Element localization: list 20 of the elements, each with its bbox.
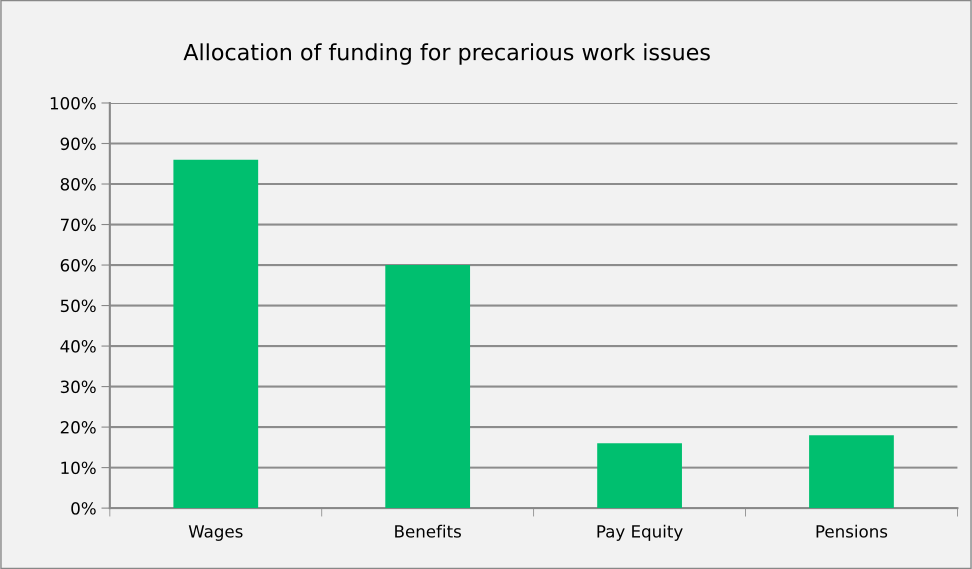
y-tick-label: 30% bbox=[60, 380, 96, 394]
y-tick-label: 50% bbox=[60, 300, 96, 312]
bar bbox=[597, 443, 682, 508]
x-tick-label: Wages bbox=[188, 525, 243, 541]
bar bbox=[809, 435, 894, 508]
x-tick-label: Pay Equity bbox=[598, 524, 683, 541]
chart-title: Allocation of funding for precarious work issues bbox=[183, 43, 710, 65]
bar bbox=[173, 160, 258, 508]
x-tick-label: Pensions bbox=[816, 524, 888, 538]
y-tick-label: 90% bbox=[60, 137, 96, 150]
y-tick-label: 60% bbox=[60, 259, 96, 272]
y-tick-label: 40% bbox=[60, 340, 96, 353]
y-tick-label: 20% bbox=[60, 421, 96, 434]
y-tick-label: 0% bbox=[71, 502, 96, 515]
bar bbox=[385, 265, 470, 508]
y-tick-label: 70% bbox=[60, 218, 96, 232]
y-tick-label: 80% bbox=[60, 178, 96, 191]
y-tick-label: 100% bbox=[50, 96, 96, 110]
x-tick-label: Benefits bbox=[395, 524, 461, 538]
y-tick-label: 10% bbox=[61, 462, 96, 474]
